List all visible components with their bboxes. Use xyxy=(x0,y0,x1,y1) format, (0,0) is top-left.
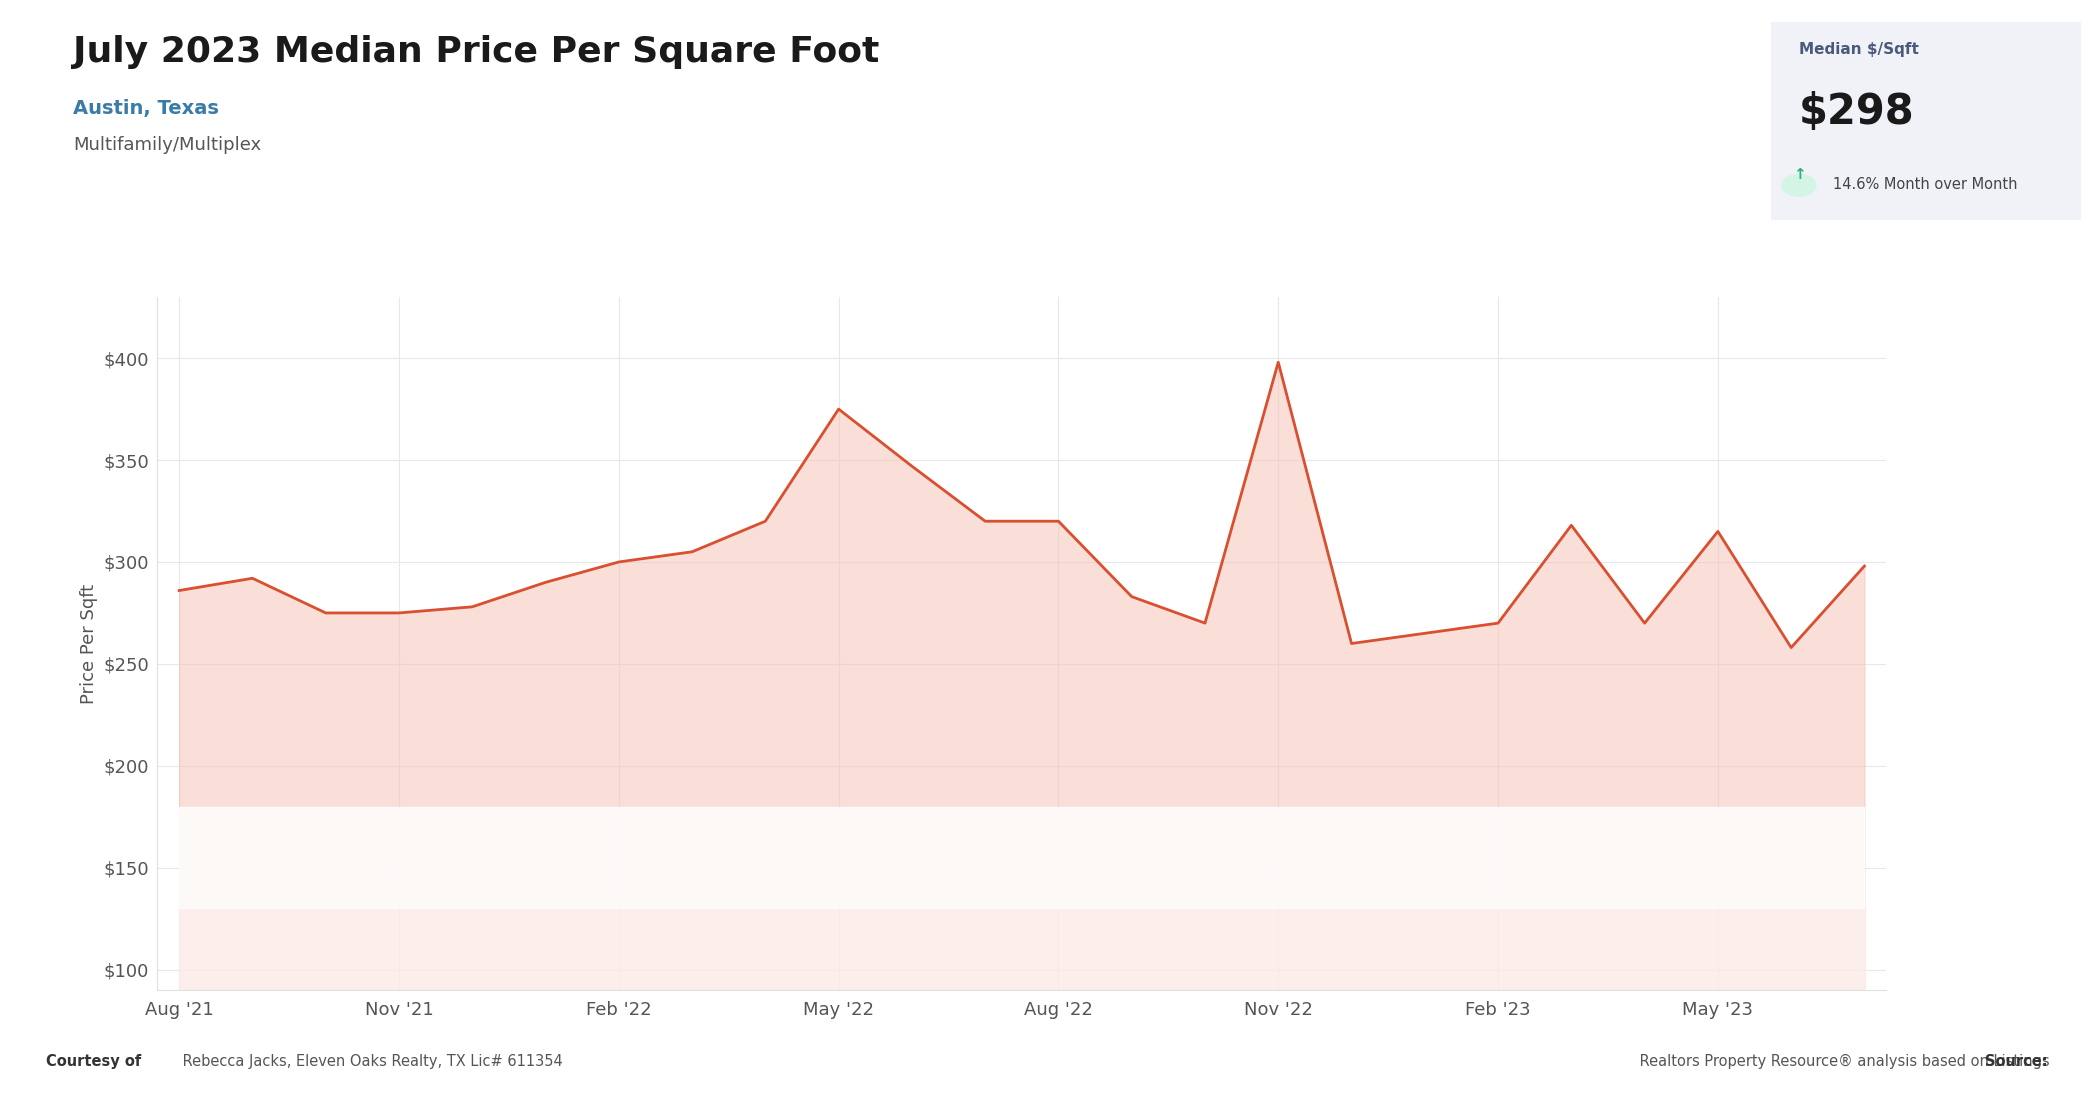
Text: July 2023 Median Price Per Square Foot: July 2023 Median Price Per Square Foot xyxy=(73,35,880,69)
Text: Rebecca Jacks, Eleven Oaks Realty, TX Lic# 611354: Rebecca Jacks, Eleven Oaks Realty, TX Li… xyxy=(178,1054,564,1069)
Text: Realtors Property Resource® analysis based on Listings: Realtors Property Resource® analysis bas… xyxy=(1635,1054,2050,1069)
Text: Median $/Sqft: Median $/Sqft xyxy=(1798,42,1920,57)
Text: 14.6% Month over Month: 14.6% Month over Month xyxy=(1834,177,2018,191)
Text: Austin, Texas: Austin, Texas xyxy=(73,99,220,118)
Y-axis label: Price Per Sqft: Price Per Sqft xyxy=(80,583,99,704)
Text: ↑: ↑ xyxy=(1792,167,1805,183)
Text: Multifamily/Multiplex: Multifamily/Multiplex xyxy=(73,136,262,154)
Text: Source:: Source: xyxy=(1985,1054,2048,1069)
Circle shape xyxy=(1782,175,1815,196)
Text: $298: $298 xyxy=(1798,91,1916,133)
Text: Courtesy of: Courtesy of xyxy=(46,1054,140,1069)
